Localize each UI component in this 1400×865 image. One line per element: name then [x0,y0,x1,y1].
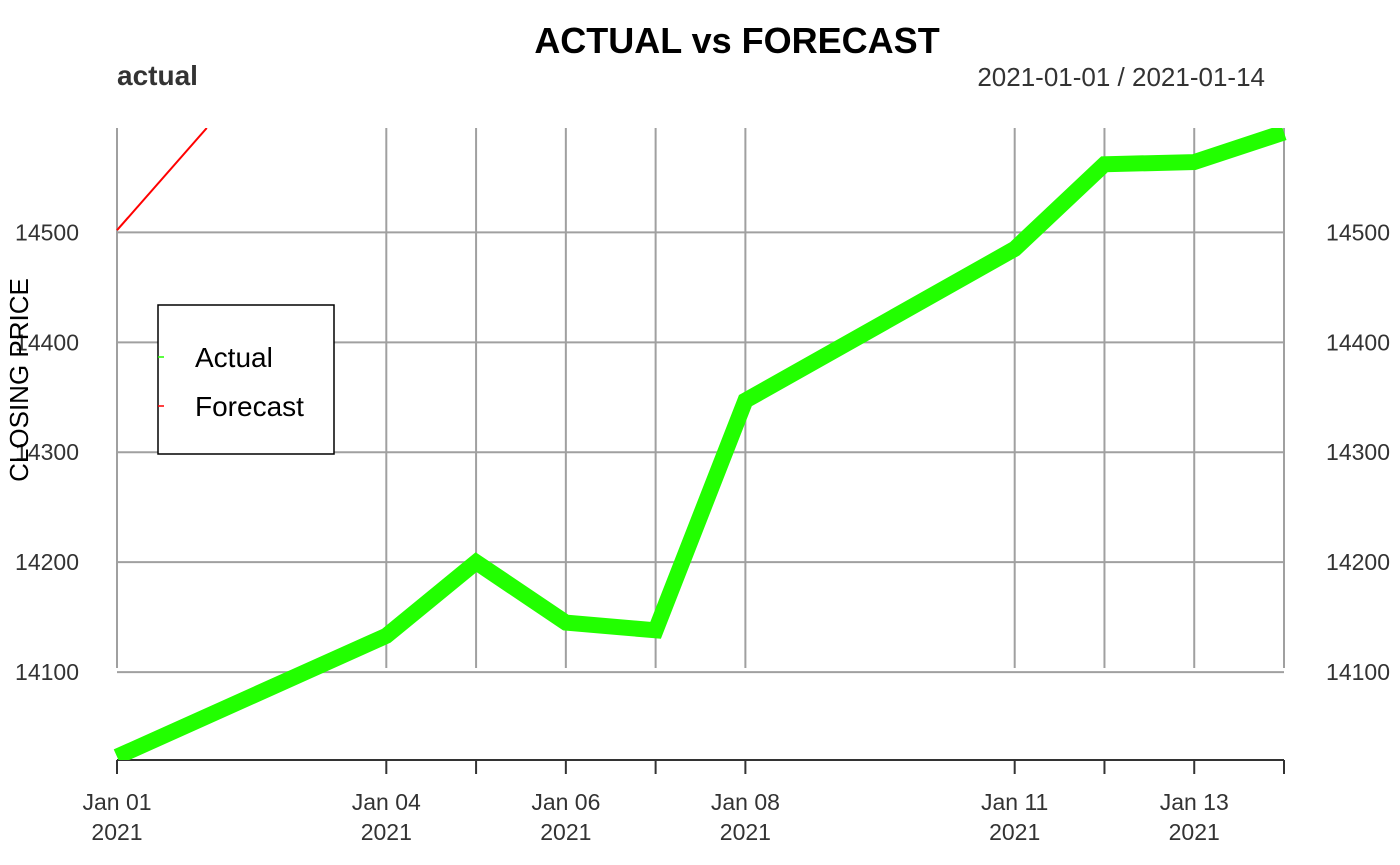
y-tick-label-right: 14400 [1326,329,1390,355]
y-tick-label-right: 14200 [1326,549,1390,575]
x-tick-label: Jan 06 [531,789,600,815]
y-tick-label-left: 14300 [15,439,79,465]
x-tick-label-year: 2021 [361,819,412,845]
x-tick-label-year: 2021 [989,819,1040,845]
x-tick-label: Jan 04 [352,789,421,815]
x-tick-label-year: 2021 [540,819,591,845]
x-tick-label: Jan 11 [981,789,1048,815]
y-tick-label-left: 14100 [15,659,79,685]
x-tick-label: Jan 13 [1160,789,1229,815]
legend-label: Actual [195,342,273,373]
y-tick-label-left: 14500 [15,219,79,245]
x-tick-label-year: 2021 [1169,819,1220,845]
y-tick-label-left: 14400 [15,329,79,355]
y-tick-label-right: 14300 [1326,439,1390,465]
x-tick-label: Jan 01 [82,789,151,815]
series-line-forecast [116,128,208,231]
y-tick-label-right: 14100 [1326,659,1390,685]
series-line-actual [113,128,1287,760]
y-axis-label: CLOSING PRICE [4,278,34,482]
legend-box [157,304,335,455]
legend-label: Forecast [195,391,304,422]
series [113,128,1287,760]
x-tick-label: Jan 08 [711,789,780,815]
chart-title: ACTUAL vs FORECAST [534,20,939,61]
y-tick-label-right: 14500 [1326,219,1390,245]
chart-subtitle: actual [117,60,198,91]
x-tick-label-year: 2021 [720,819,771,845]
date-range-label: 2021-01-01 / 2021-01-14 [977,62,1265,92]
x-axis: Jan 01 2021 Jan 04 2021 Jan 06 2021 Jan 08 2021… [82,759,1285,845]
y-axis-right: 14100 14200 14300 14400 14500 [1326,219,1390,685]
x-tick-label-year: 2021 [91,819,142,845]
y-tick-label-left: 14200 [15,549,79,575]
y-axis-left: 14100 14200 14300 14400 14500 [15,219,79,685]
legend: Actual Forecast [157,304,335,455]
